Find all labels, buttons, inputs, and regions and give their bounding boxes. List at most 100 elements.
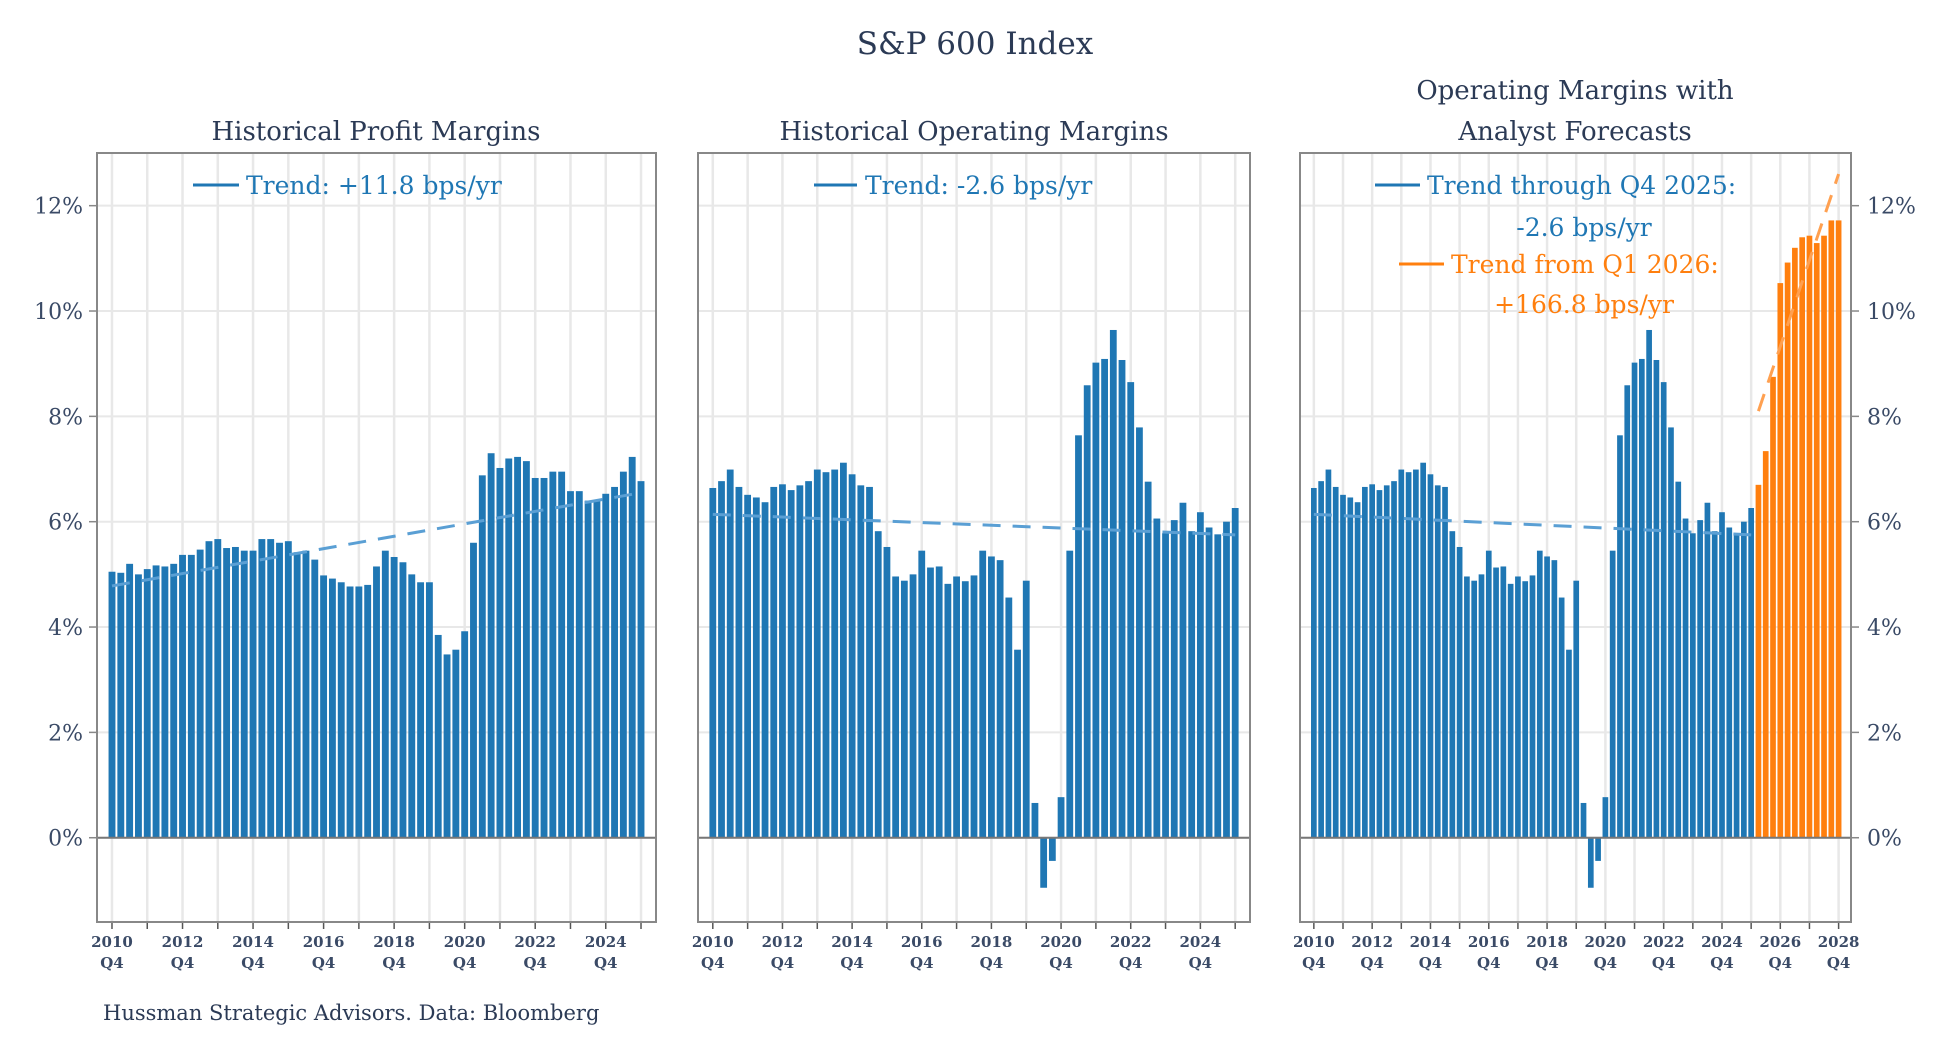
bar	[1493, 567, 1499, 838]
bar	[461, 631, 469, 838]
source-footer: Hussman Strategic Advisors. Data: Bloomb…	[103, 1001, 599, 1025]
bar	[143, 569, 151, 838]
bar	[452, 649, 460, 838]
bar	[927, 567, 934, 838]
y-tick-label: 6%	[48, 511, 83, 536]
bar	[1690, 533, 1696, 838]
panel3-title-line1: Operating Margins with	[1416, 76, 1734, 106]
y-tick-label: 4%	[48, 616, 83, 641]
x-tick-label-quarter: Q4	[523, 954, 547, 972]
panel1-title: Historical Profit Margins	[211, 117, 540, 147]
bar	[787, 490, 795, 838]
bar	[135, 574, 142, 838]
bar	[1464, 576, 1470, 838]
y-tick-label: 12%	[1867, 195, 1916, 220]
bar	[1318, 481, 1324, 838]
x-tick-label-quarter: Q4	[100, 954, 124, 972]
bar	[328, 578, 336, 838]
trend-line	[712, 512, 1236, 537]
bar	[478, 475, 486, 838]
bar	[1101, 358, 1108, 838]
bar	[1022, 580, 1030, 838]
panel-3: 2010 Q4 2012 Q4 2014 Q4 2016 Q4 2018 Q4 2020 Q4 2022…	[1293, 152, 1916, 972]
bar	[1478, 574, 1485, 838]
bar	[1755, 484, 1762, 838]
bar	[1075, 435, 1082, 838]
bar	[549, 471, 557, 838]
bar	[1369, 484, 1375, 838]
bar	[108, 571, 116, 838]
x-tick-label-year: 2010	[1293, 933, 1335, 951]
bar	[558, 471, 566, 838]
x-tick-label-year: 2022	[1110, 933, 1152, 951]
bar	[718, 481, 725, 838]
bar	[117, 572, 125, 838]
bar	[293, 552, 301, 838]
bar	[443, 654, 451, 838]
bar	[909, 574, 917, 838]
bar	[857, 485, 865, 838]
bar	[1631, 362, 1638, 838]
y-tick-label: 2%	[1867, 721, 1902, 746]
bar	[1144, 481, 1152, 838]
bar	[1675, 481, 1682, 838]
bar	[1434, 485, 1441, 838]
bar	[1617, 435, 1623, 838]
bar	[709, 487, 717, 838]
bar	[1057, 797, 1065, 838]
bar	[1806, 235, 1813, 838]
bar	[1777, 283, 1784, 838]
bar	[637, 481, 645, 838]
bar	[434, 634, 442, 838]
bar	[284, 541, 292, 838]
bar	[1014, 649, 1021, 838]
x-tick-label-year: 2010	[692, 933, 734, 951]
bar	[1784, 262, 1791, 838]
bar	[1624, 385, 1631, 838]
bar	[302, 550, 310, 838]
bar	[918, 550, 926, 838]
bar	[505, 458, 513, 838]
bar	[831, 469, 839, 838]
bar	[1522, 581, 1529, 838]
bar	[996, 560, 1004, 838]
bar	[381, 550, 389, 838]
bar	[1609, 550, 1616, 838]
bar	[840, 462, 847, 838]
bar	[1500, 566, 1507, 838]
bar	[900, 580, 908, 838]
panel3-title-line2: Analyst Forecasts	[1457, 117, 1691, 147]
bar	[822, 472, 830, 838]
bar	[944, 583, 952, 838]
panel2-title: Historical Operating Margins	[779, 117, 1168, 147]
bar	[196, 549, 204, 838]
x-tick-label-quarter: Q4	[1652, 954, 1676, 972]
bar	[1092, 362, 1100, 838]
bar	[522, 461, 530, 838]
x-tick-label-year: 2012	[762, 933, 804, 951]
bar	[1653, 359, 1660, 838]
bar	[1170, 520, 1178, 838]
bar	[1770, 376, 1776, 838]
x-tick-label-quarter: Q4	[1360, 954, 1384, 972]
x-tick-label-quarter: Q4	[1419, 954, 1443, 972]
bar	[496, 467, 504, 838]
bar	[961, 581, 969, 838]
x-tick-label-quarter: Q4	[1049, 954, 1073, 972]
bar	[1566, 649, 1572, 838]
x-tick-label-year: 2022	[514, 933, 556, 951]
bar	[979, 550, 987, 838]
bar	[355, 586, 363, 838]
bar	[779, 484, 786, 838]
bar	[796, 485, 804, 838]
bar	[1048, 837, 1056, 861]
x-tick-label-quarter: Q4	[1302, 954, 1326, 972]
bar	[1311, 487, 1317, 838]
bar	[1828, 220, 1835, 838]
x-tick-label-year: 2010	[91, 933, 133, 951]
y-tick-label: 2%	[48, 721, 83, 746]
bar	[373, 566, 380, 838]
bar	[1362, 486, 1368, 838]
y-tick-label: 0%	[48, 827, 83, 852]
bar	[1383, 485, 1390, 838]
